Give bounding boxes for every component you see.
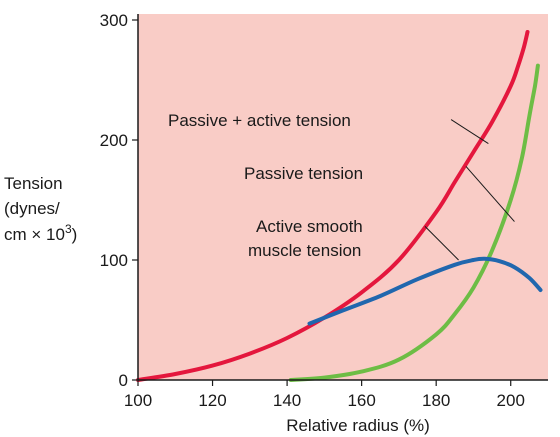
series-line-passive-tension: [288, 63, 540, 382]
x-tick-label-120: 120: [198, 391, 226, 410]
y-tick-label-300: 300: [100, 11, 128, 30]
y-axis-title-line-1: Tension: [4, 174, 63, 193]
series-line-active-smooth-muscle-tension: [307, 256, 543, 326]
y-tick-label-200: 200: [100, 131, 128, 150]
y-axis-title: Tension (dynes/ cm × 103): [4, 174, 77, 244]
y-axis-title-close-paren: ): [72, 225, 78, 244]
x-tick-label-160: 160: [347, 391, 375, 410]
y-axis-title-line-2: (dynes/: [4, 199, 60, 218]
x-tick-label-100: 100: [124, 391, 152, 410]
x-tick-label-140: 140: [273, 391, 301, 410]
series-group: [136, 30, 543, 382]
y-axis-title-superscript: 3: [65, 222, 72, 236]
y-axis-title-line-3: cm × 10: [4, 225, 65, 244]
annotation-leader-passive-active-tension: [450, 119, 489, 145]
annotation-active-smooth-line-2: muscle tension: [248, 241, 361, 260]
x-tick-label-180: 180: [422, 391, 450, 410]
y-tick-label-0: 0: [119, 371, 128, 390]
y-tick-label-100: 100: [100, 251, 128, 270]
annotation-passive-active: Passive + active tension: [168, 111, 351, 130]
axes: [137, 14, 548, 381]
plot-background: [138, 14, 548, 380]
annotation-passive: Passive tension: [244, 164, 363, 183]
annotation-leader-active-smooth-muscle-tension: [424, 226, 459, 261]
annotation-leaders: [424, 119, 515, 261]
annotation-active-smooth-line-1: Active smooth: [256, 217, 363, 236]
x-tick-label-200: 200: [497, 391, 525, 410]
annotation-leader-passive-tension: [465, 166, 515, 222]
x-axis-title: Relative radius (%): [286, 416, 430, 435]
series-line-passive-active-tension: [136, 30, 530, 382]
